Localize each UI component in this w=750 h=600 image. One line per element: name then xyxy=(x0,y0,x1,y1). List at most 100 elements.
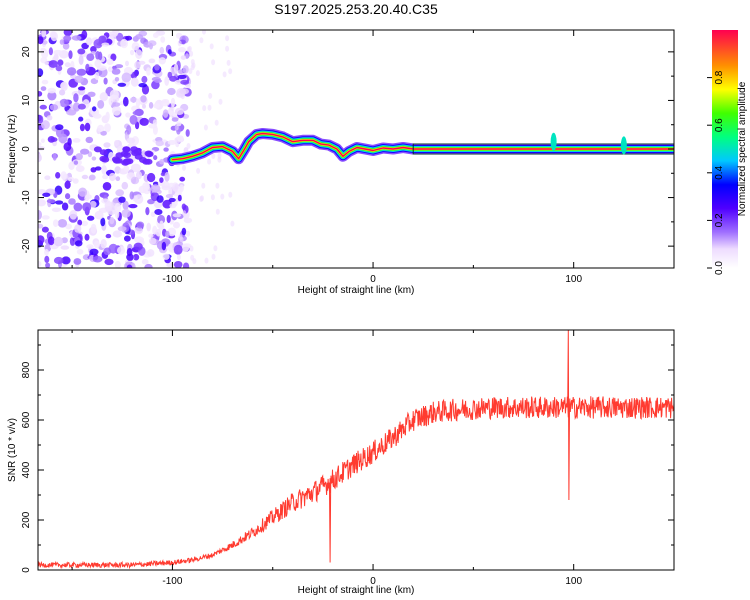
noise-blob xyxy=(47,91,57,101)
noise-blob xyxy=(148,124,158,129)
noise-blob xyxy=(159,46,165,55)
noise-blob xyxy=(136,221,145,229)
noise-blob xyxy=(128,204,138,209)
noise-blob xyxy=(161,100,170,107)
noise-blob xyxy=(215,182,220,189)
noise-blob xyxy=(38,153,42,163)
colorbar-tick-label: 0.4 xyxy=(714,165,725,179)
noise-blob xyxy=(196,167,201,174)
snr-x-label: Height of straight line (km) xyxy=(298,585,415,596)
noise-blob xyxy=(174,107,184,115)
noise-blob xyxy=(161,185,171,191)
noise-blob xyxy=(211,153,216,159)
noise-blob xyxy=(75,153,83,161)
noise-blob xyxy=(126,137,136,144)
noise-blob xyxy=(222,71,227,78)
noise-blob xyxy=(164,76,170,86)
noise-blob xyxy=(79,123,85,132)
noise-blob xyxy=(135,49,143,60)
noise-blob xyxy=(130,49,135,56)
noise-blob xyxy=(159,220,164,229)
noise-blob xyxy=(121,181,129,190)
noise-blob xyxy=(48,47,54,56)
noise-blob xyxy=(190,59,195,65)
noise-blob xyxy=(78,55,84,65)
noise-blob xyxy=(40,138,45,143)
noise-blob xyxy=(149,42,153,50)
noise-blob xyxy=(94,59,102,68)
colorbar-ticks: 0.0 0.2 0.4 0.6 0.8 xyxy=(707,70,725,275)
noise-blob xyxy=(41,226,49,233)
noise-blob xyxy=(68,198,76,205)
ridge-blip xyxy=(550,132,557,151)
noise-blob xyxy=(166,262,175,268)
noise-blob xyxy=(90,223,97,234)
noise-blob xyxy=(124,235,131,242)
noise-blob xyxy=(162,253,170,260)
noise-blob xyxy=(148,237,157,245)
noise-blob xyxy=(72,178,79,184)
noise-blob xyxy=(152,32,159,38)
noise-blob xyxy=(209,43,214,50)
noise-blob xyxy=(174,124,179,131)
noise-blob xyxy=(93,113,102,119)
noise-blob xyxy=(155,228,162,237)
colorbar: 0.0 0.2 0.4 0.6 0.8 Normalized spectral ampl… xyxy=(707,30,748,275)
noise-blob xyxy=(97,100,105,109)
noise-blob xyxy=(217,152,222,159)
noise-blob xyxy=(67,177,75,182)
noise-blob xyxy=(208,92,213,99)
noise-blob xyxy=(89,248,99,256)
noise-blob xyxy=(50,31,58,42)
noise-blob xyxy=(142,182,150,190)
noise-blob xyxy=(46,199,56,204)
noise-blob xyxy=(182,164,186,171)
noise-blob xyxy=(150,184,161,193)
noise-blob xyxy=(73,202,83,212)
noise-blob xyxy=(118,196,126,203)
noise-blob xyxy=(121,208,131,218)
noise-blob xyxy=(146,222,151,232)
noise-blob xyxy=(135,34,144,40)
noise-blob xyxy=(134,194,144,205)
noise-blob xyxy=(59,39,65,45)
noise-blob xyxy=(178,234,183,241)
noise-blob xyxy=(133,242,143,251)
noise-blob xyxy=(186,230,191,237)
noise-blob xyxy=(114,260,121,268)
noise-blob xyxy=(53,49,63,55)
noise-blob xyxy=(38,199,46,207)
noise-blob xyxy=(108,172,116,182)
noise-blob xyxy=(85,37,93,46)
noise-blob xyxy=(189,50,194,57)
noise-blob xyxy=(173,261,183,268)
x-tick-label: -100 xyxy=(162,274,182,285)
noise-blob xyxy=(121,159,130,166)
noise-blob xyxy=(228,191,233,198)
noise-blob xyxy=(63,35,72,42)
noise-blob xyxy=(108,66,113,72)
noise-blob xyxy=(134,61,142,69)
noise-blob xyxy=(114,202,122,213)
noise-blob xyxy=(179,184,184,193)
noise-blob xyxy=(47,236,55,246)
noise-blob xyxy=(182,210,187,217)
noise-blob xyxy=(90,46,97,53)
noise-blob xyxy=(65,223,72,230)
noise-blob xyxy=(84,195,90,202)
colorbar-tick-label: 0.8 xyxy=(714,70,725,84)
noise-blob xyxy=(181,203,187,210)
noise-blob xyxy=(201,182,206,189)
colorbar-gradient xyxy=(712,30,738,268)
noise-blob xyxy=(120,38,128,49)
noise-blob xyxy=(161,241,167,251)
noise-blob xyxy=(173,63,179,74)
noise-blob xyxy=(185,129,190,137)
noise-blob xyxy=(176,254,181,261)
noise-blob xyxy=(167,49,172,55)
noise-blob xyxy=(144,263,153,268)
noise-blob xyxy=(112,230,123,238)
snr-x-ticks: -100 0 100 xyxy=(71,330,675,587)
noise-blob xyxy=(195,70,200,77)
